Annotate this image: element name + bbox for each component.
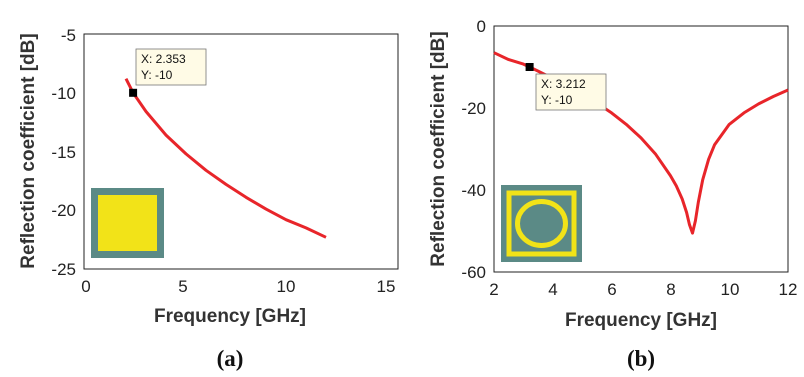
x-tick-label: 5 [178, 277, 187, 296]
x-tick-label: 10 [721, 280, 740, 299]
datatip-b: X: 3.212 Y: -10 [535, 73, 607, 111]
x-tick-label: 6 [607, 280, 616, 299]
panel-label-a: (a) [217, 346, 244, 371]
x-tick-label: 10 [277, 277, 296, 296]
datatip-y-text-b: Y: -10 [541, 93, 573, 107]
datatip-y-text-a: Y: -10 [141, 68, 173, 82]
x-ticks-a: 0 5 10 15 [81, 277, 395, 296]
y-ticks-a: -5 -10 -15 -20 -25 [51, 26, 76, 279]
x-tick-label: 12 [779, 280, 798, 299]
x-tick-label: 0 [81, 277, 90, 296]
datatip-marker-b [525, 63, 534, 71]
panel-label-b: (b) [627, 346, 655, 371]
datatip-marker-a [129, 88, 138, 97]
datatip-x-text-b: X: 3.212 [541, 77, 586, 91]
y-tick-label: -10 [51, 84, 76, 103]
inset-square-patch [98, 195, 157, 251]
x-ticks-b: 2 4 6 8 10 12 [489, 280, 797, 299]
inset-patch-a [91, 188, 164, 258]
y-tick-label: -25 [51, 260, 76, 279]
y-tick-label: -20 [461, 99, 486, 118]
y-tick-label: -5 [61, 26, 76, 45]
x-tick-label: 8 [666, 280, 675, 299]
series-line-a [124, 78, 327, 239]
inset-square-ring [506, 190, 577, 257]
x-tick-label: 2 [489, 280, 498, 299]
y-axis-label-b: Reflection coefficient [dB] [428, 31, 449, 266]
x-axis-label-a: Frequency [GHz] [154, 306, 306, 327]
x-tick-label: 15 [377, 277, 396, 296]
datatip-box-b [535, 73, 607, 111]
y-axis-label-a: Reflection coefficient [dB] [18, 33, 39, 268]
datatip-a: X: 2.353 Y: -10 [135, 48, 207, 86]
chart-a: -5 -10 -15 -20 -25 0 5 10 15 Frequency [… [18, 26, 399, 371]
inset-substrate-b [501, 185, 582, 262]
y-tick-label: -20 [51, 201, 76, 220]
x-tick-label: 4 [548, 280, 557, 299]
y-tick-label: -15 [51, 143, 76, 162]
y-tick-label: -40 [461, 181, 486, 200]
y-tick-label: -60 [461, 263, 486, 282]
datatip-box-a [135, 48, 207, 86]
y-tick-label: 0 [477, 17, 486, 36]
y-ticks-b: 0 -20 -40 -60 [461, 17, 486, 282]
datatip-x-text-a: X: 2.353 [141, 52, 186, 66]
inset-circular-ring [515, 199, 568, 248]
inset-patch-b [501, 185, 582, 262]
chart-b: 0 -20 -40 -60 2 4 6 8 10 12 Frequency [G… [428, 17, 797, 371]
x-axis-label-b: Frequency [GHz] [565, 310, 717, 331]
